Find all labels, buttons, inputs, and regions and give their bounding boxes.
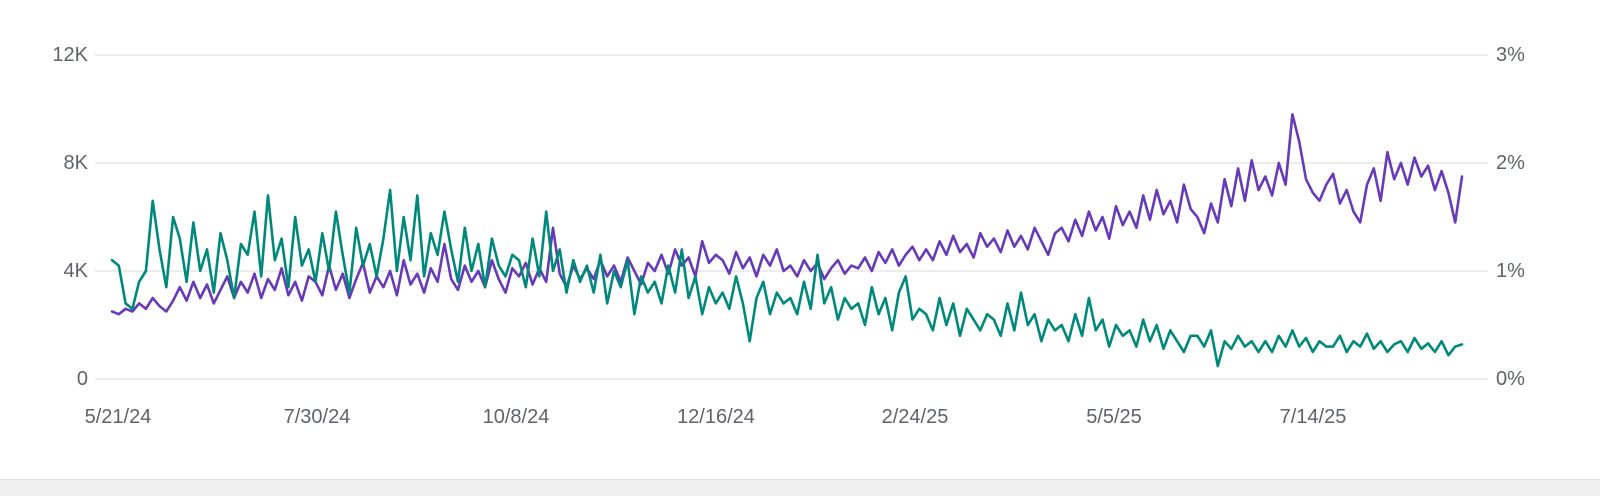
teal-series-line <box>110 188 1464 368</box>
left-axis-tick: 8K <box>63 152 88 174</box>
x-axis-tick: 5/5/25 <box>1086 406 1142 428</box>
bottom-divider <box>0 479 1600 496</box>
x-axis-tick: 5/21/24 <box>84 406 152 428</box>
purple-series-line <box>110 113 1464 316</box>
x-axis-tick: 7/30/24 <box>283 406 351 428</box>
right-axis-tick: 2% <box>1496 152 1525 174</box>
x-axis-tick: 7/14/25 <box>1279 406 1347 428</box>
right-axis-tick: 1% <box>1496 260 1525 282</box>
x-axis-tick: 2/24/25 <box>881 406 949 428</box>
x-axis-tick: 12/16/24 <box>677 406 755 428</box>
right-axis-tick: 0% <box>1496 368 1525 390</box>
right-axis-tick: 3% <box>1496 44 1525 66</box>
x-axis-tick: 10/8/24 <box>482 406 550 428</box>
left-axis-tick: 12K <box>52 44 88 66</box>
left-axis-tick: 0 <box>76 368 88 390</box>
left-axis-tick: 4K <box>63 260 88 282</box>
